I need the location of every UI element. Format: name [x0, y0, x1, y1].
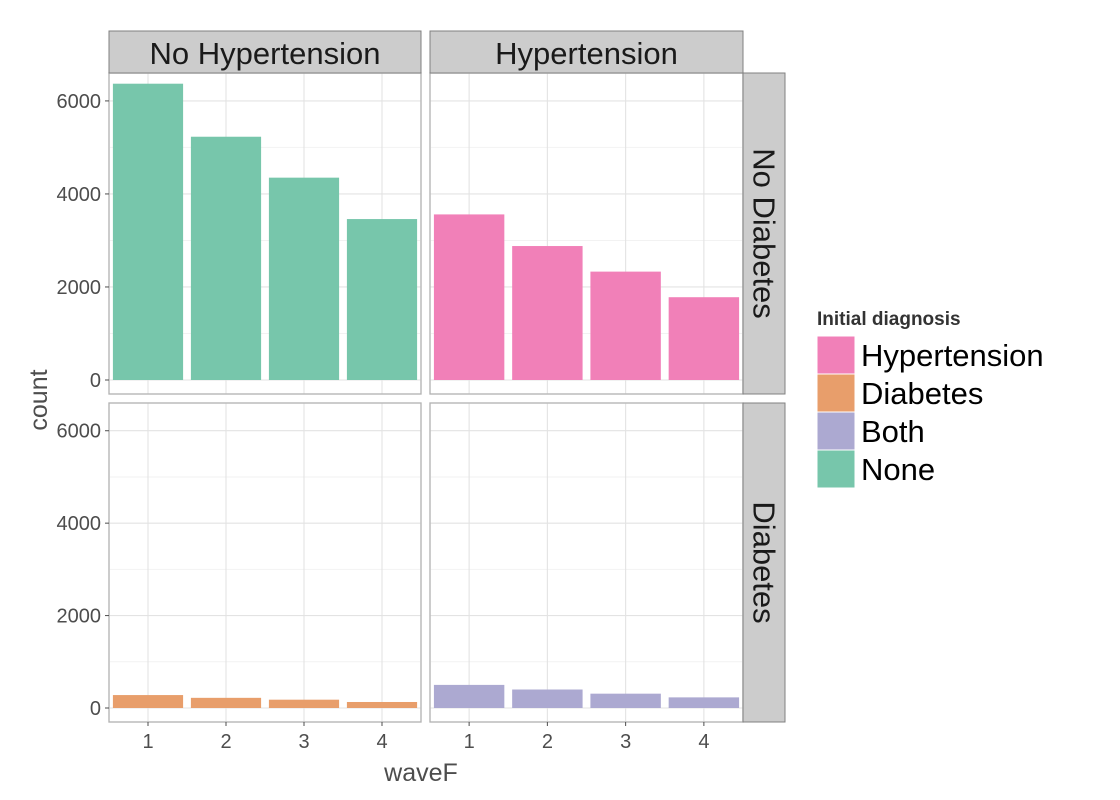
legend-key-hypertension: [816, 335, 856, 375]
legend-key-none: [816, 449, 856, 489]
column-strip-label: Hypertension: [495, 36, 678, 71]
y-tick-label: 4000: [57, 184, 102, 206]
bar-both-wave-3: [590, 693, 661, 708]
legend-key-both: [816, 411, 856, 451]
y-tick-label: 0: [90, 698, 101, 720]
column-strip-label: No Hypertension: [150, 36, 381, 71]
bar-none-wave-3: [268, 177, 340, 380]
x-tick-label: 3: [620, 731, 631, 753]
legend-label-diabetes: Diabetes: [861, 376, 983, 411]
bar-none-wave-2: [190, 136, 262, 380]
bar-both-wave-2: [512, 689, 583, 708]
bar-hypertension-wave-4: [668, 297, 740, 380]
y-tick-label: 0: [90, 370, 101, 392]
y-axis-title: count: [25, 369, 53, 430]
bar-diabetes-wave-3: [268, 699, 340, 708]
bar-diabetes-wave-2: [190, 697, 262, 708]
legend-label-both: Both: [861, 414, 925, 449]
facet-strips: No Hypertension Hypertension No Diabetes Di…: [108, 30, 786, 723]
y-tick-label: 6000: [57, 91, 102, 113]
panel-no-diabetes-no-hypertension: [108, 72, 422, 395]
bar-both-wave-1: [433, 684, 505, 708]
legend-key-diabetes: [816, 373, 856, 413]
panel-diabetes-no-hypertension: [108, 402, 422, 723]
legend-label-hypertension: Hypertension: [861, 338, 1044, 373]
panel-background: [429, 402, 744, 723]
row-strip: [742, 402, 786, 723]
bar-hypertension-wave-1: [433, 214, 505, 380]
bar-both-wave-4: [668, 697, 740, 708]
panel-border: [108, 402, 422, 723]
x-tick-label: 1: [464, 731, 475, 753]
panel-no-diabetes-hypertension: [429, 72, 744, 395]
legend-title: Initial diagnosis: [817, 309, 961, 330]
y-tick-label: 6000: [57, 421, 102, 443]
panel-diabetes-hypertension: [429, 402, 744, 723]
row-strip-label: No Diabetes: [747, 148, 782, 319]
column-strip: [429, 30, 744, 74]
row-strip-label: Diabetes: [747, 501, 782, 623]
legend: Initial diagnosis HypertensionDiabetesBo…: [816, 309, 1044, 489]
panel-background: [108, 402, 422, 723]
column-strip: [108, 30, 422, 74]
y-tick-label: 2000: [57, 606, 102, 628]
y-tick-label: 4000: [57, 513, 102, 535]
axes: waveF count 0 2000 4000 6000 0 2000 4000 6000 1 2…: [25, 91, 709, 787]
legend-label-none: None: [861, 452, 935, 487]
x-tick-label: 3: [298, 731, 309, 753]
x-tick-label: 1: [142, 731, 153, 753]
row-strip: [742, 72, 786, 395]
bar-hypertension-wave-2: [512, 246, 583, 380]
x-tick-label: 4: [376, 731, 387, 753]
bar-none-wave-4: [346, 219, 418, 380]
x-tick-label: 4: [698, 731, 709, 753]
x-axis-title: waveF: [383, 759, 458, 787]
bar-hypertension-wave-3: [590, 271, 661, 380]
panels: [108, 72, 744, 723]
x-tick-label: 2: [542, 731, 553, 753]
y-tick-label: 2000: [57, 277, 102, 299]
x-tick-label: 2: [220, 731, 231, 753]
bar-diabetes-wave-4: [346, 701, 418, 708]
bar-none-wave-1: [112, 83, 184, 380]
bar-diabetes-wave-1: [112, 695, 184, 708]
